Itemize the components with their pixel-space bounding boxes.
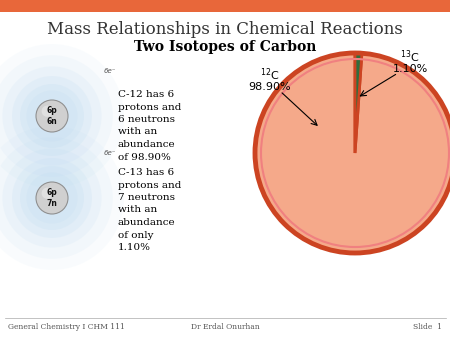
Ellipse shape [2,66,102,166]
Text: General Chemistry I CHM 111: General Chemistry I CHM 111 [8,323,125,331]
Text: 6e⁻: 6e⁻ [104,150,116,156]
Ellipse shape [12,158,92,238]
Text: C-12 has 6
protons and
6 neutrons
with an
abundance
of 98.90%: C-12 has 6 protons and 6 neutrons with a… [118,90,181,162]
Ellipse shape [0,126,124,270]
Bar [0,0,450,12]
Ellipse shape [0,44,124,188]
Ellipse shape [12,76,92,156]
Ellipse shape [0,55,113,177]
Ellipse shape [20,84,84,148]
Ellipse shape [2,148,102,248]
Circle shape [36,100,68,132]
Text: Slide  1: Slide 1 [413,323,442,331]
Text: 6e⁻: 6e⁻ [104,68,116,74]
Text: $^{13}$C: $^{13}$C [400,49,420,65]
Ellipse shape [0,137,113,259]
Text: 6p
6n: 6p 6n [47,106,58,126]
Ellipse shape [41,188,53,199]
Ellipse shape [27,172,77,224]
Circle shape [36,182,68,214]
Ellipse shape [27,90,77,142]
Text: 6p
7n: 6p 7n [46,188,58,208]
Text: Mass Relationships in Chemical Reactions: Mass Relationships in Chemical Reactions [47,22,403,39]
Text: C-13 has 6
protons and
7 neutrons
with an
abundance
of only
1.10%: C-13 has 6 protons and 7 neutrons with a… [118,168,181,252]
Text: Dr Erdal Onurhan: Dr Erdal Onurhan [191,323,259,331]
Text: $^{12}$C: $^{12}$C [260,67,280,83]
Polygon shape [255,53,450,253]
Text: 98.90%: 98.90% [249,82,291,92]
Polygon shape [355,53,362,153]
Ellipse shape [41,105,53,117]
Ellipse shape [20,166,84,230]
Text: Two Isotopes of Carbon: Two Isotopes of Carbon [134,40,316,54]
Text: 1.10%: 1.10% [392,64,427,74]
